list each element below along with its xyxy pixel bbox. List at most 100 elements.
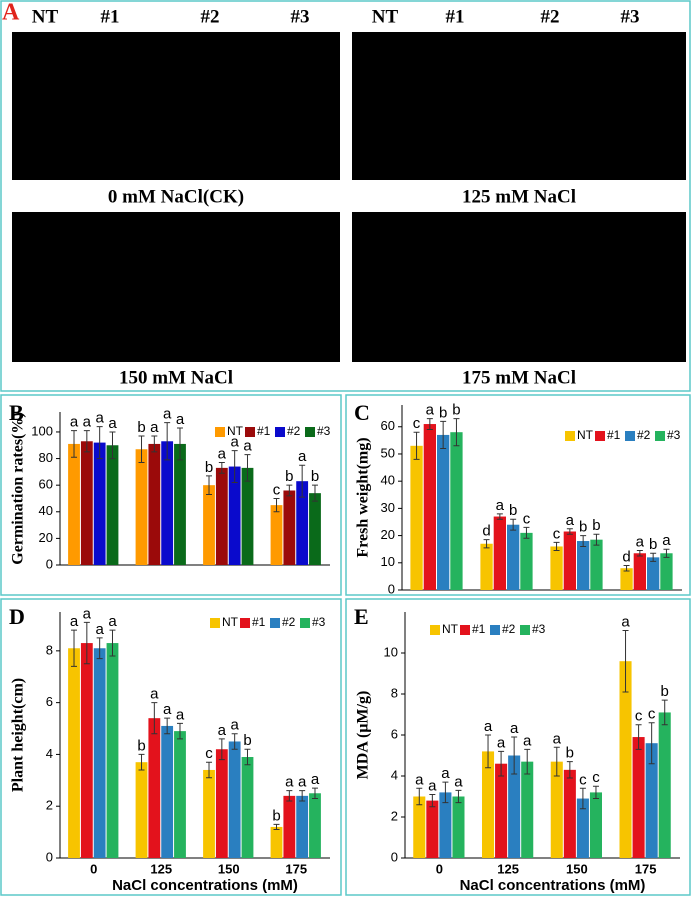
significance-letter: b [205, 459, 213, 476]
bar [450, 432, 463, 590]
error-bar [96, 426, 103, 460]
error-bar [231, 450, 238, 484]
error-bar [164, 717, 171, 735]
significance-letter: a [70, 613, 79, 630]
bar [228, 741, 241, 858]
error-bar [442, 781, 449, 804]
error-bar [218, 462, 225, 474]
y-tick-label: 60 [381, 418, 395, 433]
legend-label: #1 [607, 428, 621, 442]
legend-label: NT [442, 622, 459, 636]
legend-label: #1 [257, 424, 271, 438]
significance-letter: c [648, 706, 656, 723]
legend-swatch [625, 431, 635, 441]
error-bar [311, 787, 318, 799]
bar [68, 648, 80, 858]
significance-letter: c [579, 771, 587, 788]
y-tick-label: 0 [391, 849, 398, 864]
error-bar [176, 722, 183, 740]
bar [521, 761, 534, 858]
y-tick-label: 30 [381, 500, 395, 515]
x-tick-label: 175 [285, 861, 307, 876]
y-tick-label: 10 [384, 644, 398, 659]
error-bar [661, 699, 668, 726]
bar [619, 661, 632, 858]
y-tick-label: 6 [46, 694, 53, 709]
photo-header: #1 [101, 6, 120, 27]
photo-caption: 125 mM NaCl [462, 186, 576, 207]
bar [148, 718, 161, 858]
error-bar [299, 464, 306, 498]
bar [647, 557, 660, 590]
significance-letter: a [83, 605, 92, 622]
photo-header: NT [32, 6, 59, 27]
significance-letter: a [496, 497, 505, 514]
error-bar [455, 789, 462, 804]
error-bar [244, 748, 251, 766]
error-bar [138, 753, 145, 771]
significance-letter: a [176, 706, 185, 723]
photo-header: NT [372, 6, 399, 27]
error-bar [151, 435, 158, 453]
bar [270, 826, 283, 858]
legend-label: NT [227, 424, 244, 438]
error-bar [650, 552, 657, 562]
error-bar [231, 733, 238, 750]
error-bar [592, 785, 599, 800]
significance-letter: a [285, 774, 294, 791]
bar [620, 568, 633, 590]
bar [80, 441, 93, 565]
error-bar [138, 435, 145, 464]
significance-letter: b [649, 536, 657, 553]
error-bar [206, 475, 213, 495]
bar [413, 796, 426, 858]
error-bar [311, 484, 318, 502]
y-tick-label: 6 [391, 726, 398, 741]
significance-letter: c [592, 769, 600, 786]
y-tick-label: 2 [391, 808, 398, 823]
bar [296, 481, 309, 565]
legend-swatch [305, 427, 315, 437]
significance-letter: c [553, 525, 561, 542]
error-bar [109, 629, 116, 657]
legend-label: NT [222, 615, 239, 629]
bar [106, 643, 119, 858]
legend-label: #2 [637, 428, 651, 442]
y-axis-label: Fresh weight(mg) [355, 437, 372, 557]
significance-letter: a [428, 777, 437, 794]
bar [589, 792, 602, 858]
significance-letter: a [163, 406, 172, 423]
significance-letter: a [636, 534, 645, 551]
bar [80, 643, 93, 858]
bar [283, 795, 296, 858]
legend-swatch [490, 625, 500, 635]
significance-letter: a [415, 771, 424, 788]
significance-letter: a [566, 512, 575, 529]
significance-letter: a [95, 621, 104, 638]
significance-letter: c [205, 745, 213, 762]
bar [590, 539, 603, 590]
bar [203, 769, 215, 858]
error-bar [593, 533, 600, 546]
significance-letter: a [298, 774, 307, 791]
x-axis-label: NaCl concentrations (mM) [112, 877, 298, 894]
bar [203, 485, 215, 565]
significance-letter: b [509, 502, 517, 519]
significance-letter: d [482, 523, 490, 540]
y-tick-label: 0 [46, 556, 53, 571]
bar [174, 443, 186, 565]
error-bar [206, 761, 213, 779]
significance-letter: a [108, 613, 117, 630]
error-bar [440, 420, 447, 450]
significance-letter: a [454, 773, 463, 790]
bar [148, 443, 161, 565]
x-tick-label: 150 [218, 861, 240, 876]
y-axis-label: MDA (μM/g) [355, 691, 372, 780]
error-bar [429, 793, 436, 808]
legend-swatch [655, 431, 665, 441]
legend-swatch [595, 431, 605, 441]
error-bar [498, 750, 505, 777]
error-bar [71, 629, 78, 667]
bar [439, 792, 452, 858]
bar [452, 796, 465, 858]
